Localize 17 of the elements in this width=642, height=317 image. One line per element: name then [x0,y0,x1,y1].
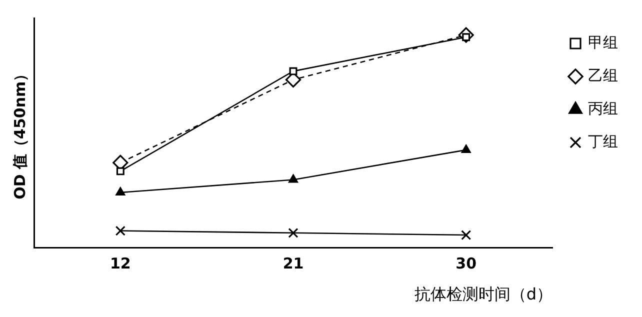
legend-label: 乙组 [588,66,618,84]
point [288,228,298,238]
legend-label: 甲组 [588,33,618,52]
point [461,230,472,240]
point [115,226,126,236]
legend-label: 丁组 [588,132,618,150]
point [116,167,124,176]
point [289,67,298,76]
x-axis-title: 抗体检测时间（d） [414,284,552,304]
legend-label: 丙组 [588,99,618,118]
point [116,187,126,196]
point [288,174,298,183]
y-axis-title: OD 值（450nm） [10,66,29,200]
x-tick-label: 12 [110,254,131,273]
point [461,144,471,153]
x-tick-label: 21 [282,254,304,273]
x-tick-label: 30 [456,254,477,273]
